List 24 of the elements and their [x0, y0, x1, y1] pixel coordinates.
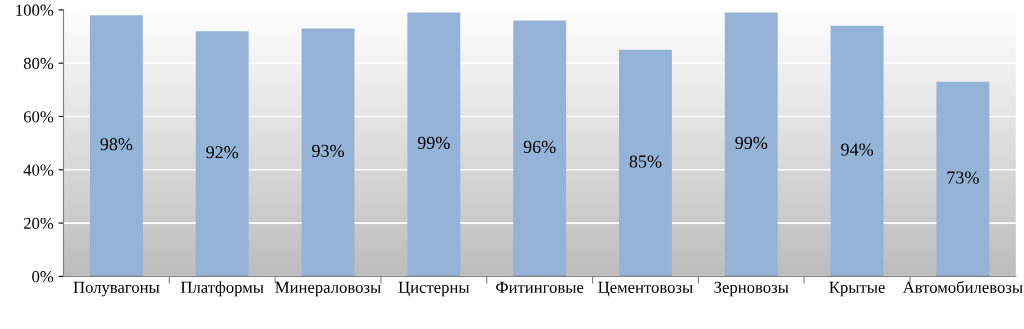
- x-tick-label: Автомобилевозы: [902, 280, 1023, 293]
- data-label: 99%: [735, 136, 768, 150]
- y-tick-label: 40%: [23, 164, 54, 176]
- x-tick-label: Платформы: [180, 281, 264, 297]
- x-tick-label: Фитинговые: [496, 281, 584, 293]
- data-label: 99%: [417, 136, 450, 150]
- data-label: 98%: [100, 138, 133, 151]
- y-tick-label: 60%: [23, 111, 54, 123]
- data-label: 73%: [947, 171, 979, 184]
- x-tick-label: Цистерны: [398, 281, 470, 297]
- data-label: 96%: [523, 140, 556, 154]
- data-label: 93%: [312, 144, 344, 158]
- data-label: 94%: [841, 143, 874, 156]
- x-tick-label: Минераловозы: [275, 281, 381, 297]
- data-label: 92%: [206, 146, 239, 159]
- y-tick-label: 0%: [32, 271, 54, 283]
- x-tick-label: Крытые: [829, 281, 885, 297]
- data-label: 85%: [629, 155, 662, 168]
- x-tick-label: Зерновозы: [714, 281, 789, 297]
- x-tick-label: Цементовозы: [598, 281, 693, 297]
- y-tick-label: 20%: [23, 217, 54, 230]
- x-tick-label: Полувагоны: [73, 281, 160, 297]
- y-tick-label: 80%: [23, 57, 54, 70]
- y-tick-label: 100%: [16, 4, 54, 16]
